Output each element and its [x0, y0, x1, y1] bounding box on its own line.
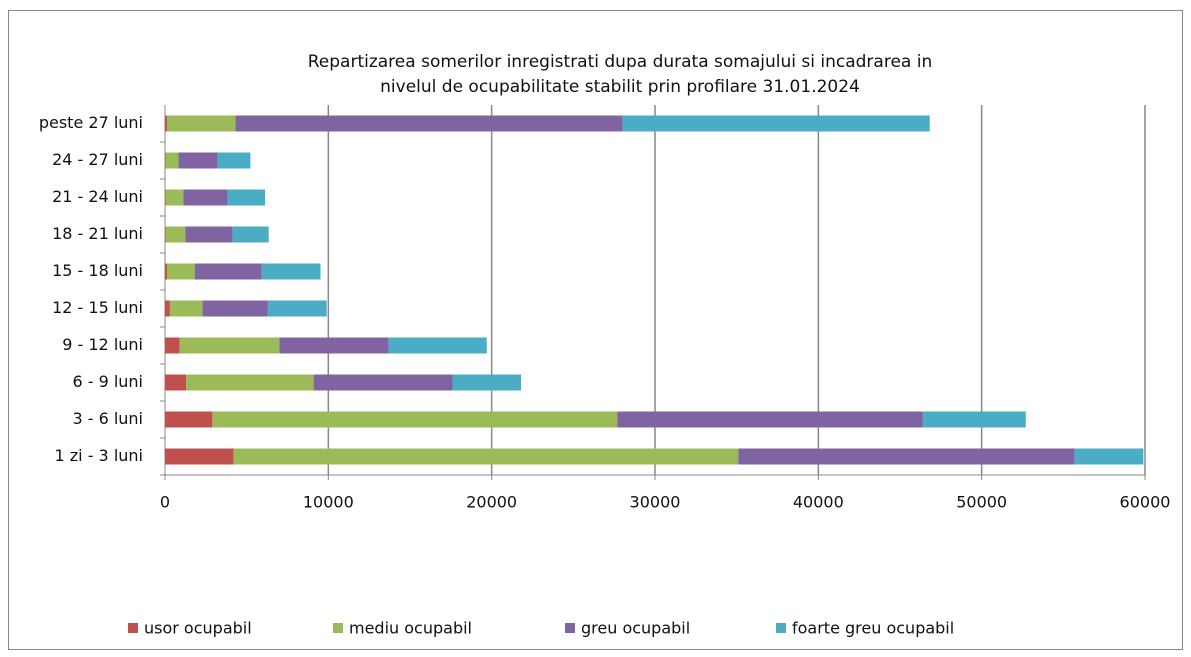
x-tick-label: 0 — [160, 493, 170, 512]
y-tick-label: 6 - 9 luni — [72, 372, 143, 391]
x-tick-label: 10000 — [303, 493, 354, 512]
bar-segment — [186, 374, 314, 391]
x-tick-label: 60000 — [1120, 493, 1171, 512]
y-tick-label: 18 - 21 luni — [52, 224, 143, 243]
bar-segment — [1074, 448, 1144, 465]
bar-segment — [166, 263, 195, 280]
y-tick-label: 15 - 18 luni — [52, 261, 143, 280]
bar-segment — [185, 226, 233, 243]
legend-label: foarte greu ocupabil — [792, 619, 954, 638]
bar-segment — [165, 337, 180, 354]
x-tick-label: 20000 — [466, 493, 517, 512]
x-tick-label: 40000 — [793, 493, 844, 512]
x-tick-label: 50000 — [956, 493, 1007, 512]
bar-segment — [233, 448, 739, 465]
bar-segment — [622, 115, 930, 132]
bar-segment — [617, 411, 923, 428]
bar-segment — [165, 374, 187, 391]
bar-segment — [452, 374, 522, 391]
bar-segment — [165, 263, 167, 280]
legend-swatch — [333, 623, 343, 633]
bar-segment — [165, 115, 167, 132]
chart-title: Repartizarea somerilor inregistrati dupa… — [308, 52, 932, 72]
bar-segment — [227, 189, 266, 206]
bar-segment — [212, 411, 618, 428]
x-tick-label: 30000 — [630, 493, 681, 512]
y-tick-label: 21 - 24 luni — [52, 187, 143, 206]
chart-frame — [8, 10, 1183, 650]
bar-segment — [202, 300, 268, 317]
bar-segment — [388, 337, 487, 354]
bar-segment — [165, 411, 213, 428]
bar-segment — [194, 263, 262, 280]
bar-segment — [922, 411, 1026, 428]
bar-segment — [165, 226, 186, 243]
bar-segment — [232, 226, 269, 243]
bar-segment — [165, 226, 166, 243]
bar-segment — [235, 115, 623, 132]
legend-label: usor ocupabil — [144, 619, 252, 638]
legend-swatch — [128, 623, 138, 633]
bar-segment — [179, 337, 280, 354]
legend-label: mediu ocupabil — [349, 619, 472, 638]
bar-segment — [217, 152, 251, 169]
y-tick-label: 12 - 15 luni — [52, 298, 143, 317]
bar-segment — [166, 115, 236, 132]
y-tick-label: 3 - 6 luni — [72, 409, 143, 428]
bar-segment — [267, 300, 327, 317]
bar-segment — [165, 300, 170, 317]
bar-segment — [169, 300, 203, 317]
bar-segment — [738, 448, 1075, 465]
legend-label: greu ocupabil — [581, 619, 690, 638]
y-tick-label: 24 - 27 luni — [52, 150, 143, 169]
bar-segment — [313, 374, 453, 391]
y-tick-label: 9 - 12 luni — [62, 335, 143, 354]
legend-swatch — [565, 623, 575, 633]
bar-segment — [165, 152, 179, 169]
y-tick-label: peste 27 luni — [39, 113, 143, 132]
legend-swatch — [776, 623, 786, 633]
bar-segment — [261, 263, 321, 280]
bar-segment — [279, 337, 389, 354]
y-tick-label: 1 zi - 3 luni — [55, 446, 144, 465]
bar-segment — [178, 152, 218, 169]
bar-segment — [165, 448, 234, 465]
chart-title: nivelul de ocupabilitate stabilit prin p… — [380, 77, 860, 97]
bar-segment — [165, 189, 184, 206]
bar-segment — [183, 189, 228, 206]
